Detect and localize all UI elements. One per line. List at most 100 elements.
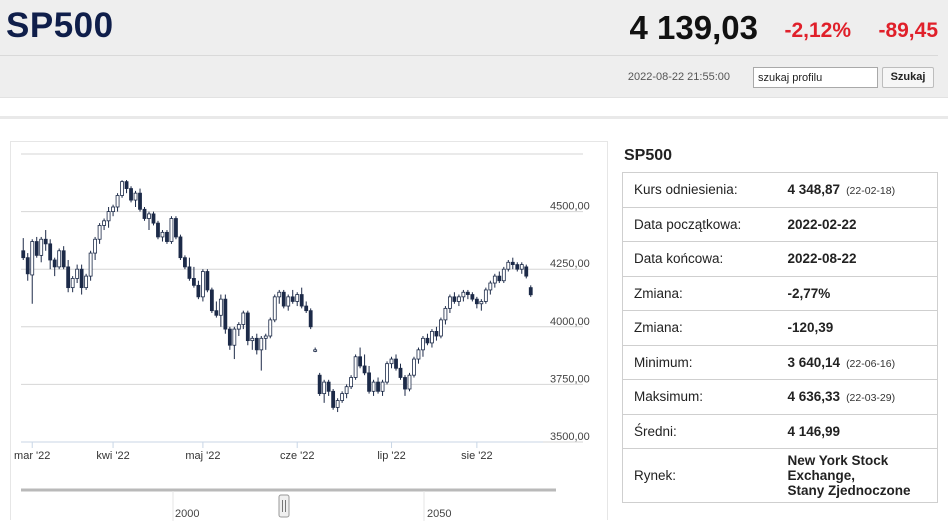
candle (30, 241, 35, 276)
candle (43, 238, 48, 245)
candle (165, 231, 169, 242)
candle (178, 236, 183, 259)
candle (358, 356, 362, 367)
candle (57, 250, 62, 268)
candle (79, 268, 84, 289)
navigator-handle[interactable] (278, 494, 290, 518)
candle (474, 298, 479, 305)
candle (84, 275, 89, 289)
info-row: Minimum: 3 640,14 (22-06-16) (622, 344, 938, 380)
main-content: 4500,00 4250,00 4000,00 3750,00 3500,00 mar '… (0, 116, 948, 521)
candle (254, 337, 259, 351)
info-label: Zmiana: (622, 275, 778, 311)
change-percent: -2,12% (784, 19, 851, 42)
candle (75, 268, 80, 279)
candle (515, 264, 520, 270)
info-row: Data początkowa: 2022-02-22 (622, 206, 938, 242)
info-value-text: -2,77% (787, 285, 831, 301)
navigator-label: 2000 (175, 508, 199, 520)
candle (322, 381, 327, 395)
info-value-text: 4 146,99 (787, 423, 841, 439)
candle (376, 381, 380, 392)
price-chart[interactable]: 4500,00 4250,00 4000,00 3750,00 3500,00 mar '… (10, 141, 609, 521)
candle (115, 195, 120, 208)
candle (519, 264, 524, 270)
candle (290, 296, 295, 302)
candle (349, 377, 354, 388)
candle (268, 319, 273, 337)
info-value-text: 4 636,33 (787, 389, 841, 405)
info-label: Data końcowa: (622, 241, 778, 276)
info-row: Kurs odniesienia: 4 348,87 (22-02-18) (622, 172, 938, 207)
candle (272, 296, 277, 321)
candle (259, 337, 264, 351)
x-tick-label: cze '22 (280, 450, 315, 462)
market-line: New York Stock (787, 453, 889, 468)
info-value: 4 146,99 (777, 413, 938, 449)
x-tick-label: lip '22 (377, 450, 405, 462)
chart-canvas[interactable]: 4500,00 4250,00 4000,00 3750,00 3500,00 mar '… (11, 142, 609, 521)
info-value-date: (22-02-18) (846, 185, 896, 198)
current-price: 4 139,03 (629, 9, 758, 46)
candle (524, 266, 529, 277)
candle (218, 298, 223, 316)
candle (34, 241, 39, 256)
y-tick-label: 4500,00 (550, 201, 590, 213)
info-label: Minimum: (622, 344, 778, 380)
candle (21, 250, 26, 259)
candle (93, 238, 98, 254)
x-tick-label: sie '22 (461, 450, 492, 462)
search-button[interactable]: Szukaj (882, 67, 934, 88)
candle (227, 328, 232, 346)
y-tick-label: 4250,00 (550, 258, 590, 270)
candle (299, 294, 304, 307)
candle (317, 374, 322, 395)
candle (263, 335, 268, 339)
candle (25, 257, 30, 275)
candle (371, 381, 376, 392)
info-value-text: 2022-08-22 (787, 251, 857, 267)
candle (205, 271, 210, 291)
candle (385, 363, 389, 383)
market-value: New York Stock Exchange, Stany Zjednoczone (777, 448, 938, 503)
candle (250, 337, 255, 342)
candle (88, 252, 93, 277)
info-value-text: 4 348,87 (787, 182, 841, 198)
candle (187, 266, 192, 279)
candle (52, 259, 57, 268)
search-input[interactable] (753, 67, 878, 88)
candle (39, 238, 44, 256)
candle (308, 310, 313, 328)
candle (223, 298, 228, 330)
candle (124, 181, 129, 189)
candle (160, 231, 165, 238)
candle (434, 331, 439, 337)
info-label: Rynek: (622, 448, 778, 503)
candle (416, 349, 421, 360)
candle (196, 284, 201, 298)
info-label: Data początkowa: (622, 206, 778, 242)
info-label: Maksimum: (622, 379, 778, 414)
candle (111, 206, 115, 212)
change-absolute: -89,45 (878, 19, 938, 42)
market-line: Stany Zjednoczone (787, 483, 911, 498)
candle (70, 278, 75, 289)
candle (492, 275, 497, 284)
info-value: 4 348,87 (22-02-18) (777, 172, 938, 207)
x-tick-label: kwi '22 (96, 450, 129, 462)
candle (425, 337, 430, 344)
candle (183, 257, 187, 268)
candle (394, 358, 398, 369)
candle (48, 243, 53, 261)
candle (430, 331, 434, 344)
candle (497, 275, 502, 282)
x-tick-label: mar '22 (14, 450, 50, 462)
candle (286, 296, 291, 307)
candle (97, 225, 102, 240)
candle (483, 289, 488, 302)
info-row: Maksimum: 4 636,33 (22-03-29) (622, 379, 938, 414)
candle (313, 349, 318, 352)
candle (156, 222, 160, 238)
market-line: Exchange, (787, 468, 856, 483)
candle (506, 261, 511, 270)
